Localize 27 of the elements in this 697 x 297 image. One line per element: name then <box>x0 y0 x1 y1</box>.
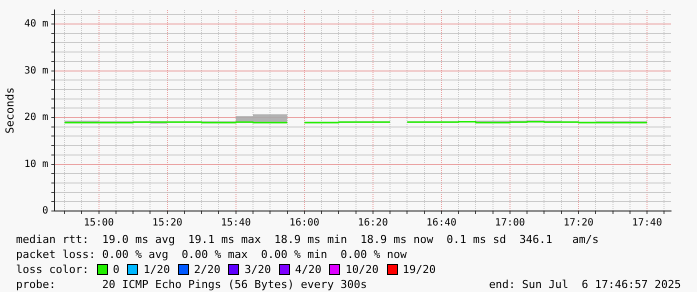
x-tick-label: 17:20 <box>563 218 594 229</box>
legend-title: loss color: <box>16 262 89 277</box>
legend-label: 19/20 <box>402 262 436 277</box>
x-tick-label: 15:20 <box>152 218 182 229</box>
y-tick-label: 30 m <box>24 65 48 76</box>
text: median rtt: 19.0 ms avg 19.1 ms max 18.9 ms min 18.9 ms now 0.1 ms sd 346.1 am/s <box>16 232 600 247</box>
x-tick-label: 17:00 <box>494 218 526 229</box>
legend-label: 4/20 <box>294 262 322 277</box>
x-tick-label: 15:40 <box>220 218 251 229</box>
legend-label: 2/20 <box>194 262 220 277</box>
legend-label: 3/20 <box>244 262 271 277</box>
x-tick-label: 16:20 <box>358 218 388 229</box>
y-tick-label: 0 <box>42 206 48 217</box>
x-tick-label: 16:40 <box>426 218 457 229</box>
x-tick-label: 17:40 <box>632 218 662 229</box>
text: end: Sun Jul 6 17:46:57 2025 <box>488 277 681 292</box>
legend-label: 1/20 <box>143 262 170 277</box>
y-tick-label: 10 m <box>24 158 48 170</box>
legend-label: 10/20 <box>345 262 379 277</box>
y-axis-title: Seconds <box>3 87 16 134</box>
y-tick-label: 40 m <box>24 18 48 30</box>
x-tick-label: 16:00 <box>289 218 320 229</box>
legend-label: 0 <box>112 262 120 277</box>
y-tick-label: 20 m <box>24 112 48 124</box>
text: probe: 20 ICMP Echo Pings (56 Bytes) every 300s <box>16 277 367 292</box>
text: packet loss: 0.00 % avg 0.00 % max 0.00 % min 0.00 % now <box>16 247 408 262</box>
x-tick-label: 15:00 <box>84 218 114 229</box>
